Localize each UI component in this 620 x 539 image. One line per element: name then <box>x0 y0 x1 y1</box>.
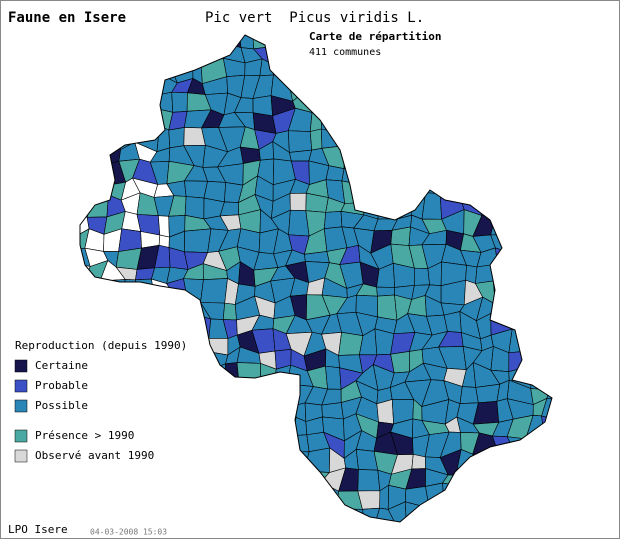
commune <box>184 228 212 253</box>
species-name: Pic vert Picus viridis L. <box>205 10 424 26</box>
commune <box>184 180 208 199</box>
commune <box>184 196 205 220</box>
commune <box>289 192 307 212</box>
commune <box>390 226 411 246</box>
legend-swatch <box>14 449 28 463</box>
commune <box>325 165 345 182</box>
commune <box>475 383 501 404</box>
commune <box>287 130 313 153</box>
commune <box>325 365 342 390</box>
legend-label: Présence > 1990 <box>35 429 134 442</box>
legend-label: Probable <box>35 379 88 392</box>
commune <box>168 127 185 149</box>
commune <box>200 278 228 304</box>
commune <box>357 469 381 492</box>
legend-label: Observé avant 1990 <box>35 449 154 462</box>
legend-swatch <box>14 429 28 443</box>
source: LPO Isere <box>8 523 68 536</box>
legend-swatch <box>14 379 28 393</box>
map-title: Carte de répartition <box>309 30 441 43</box>
commune <box>309 128 323 151</box>
commune <box>338 331 364 356</box>
commune <box>376 286 396 297</box>
legend-swatch <box>14 359 28 373</box>
legend: Certaine Probable Possible Présence > 1990 O… <box>14 359 154 463</box>
commune <box>377 294 398 321</box>
legend-swatch <box>14 399 28 413</box>
commune <box>459 386 479 404</box>
date: 04-03-2008 15:03 <box>90 528 167 537</box>
commune <box>414 267 430 286</box>
commune <box>323 210 343 229</box>
commune <box>157 215 170 238</box>
commune <box>171 91 188 113</box>
legend-label: Certaine <box>35 359 88 372</box>
commune <box>390 351 410 374</box>
site-title: Faune en Isere <box>8 10 126 26</box>
legend-title: Reproduction (depuis 1990) <box>15 339 187 352</box>
commune <box>252 95 273 117</box>
commune <box>411 454 426 470</box>
commune <box>376 399 394 425</box>
commune <box>118 228 142 252</box>
communes-count: 411 communes <box>309 47 381 58</box>
commune <box>222 302 237 321</box>
legend-label: Possible <box>35 399 88 412</box>
commune <box>321 402 344 420</box>
department-outline <box>79 34 553 523</box>
